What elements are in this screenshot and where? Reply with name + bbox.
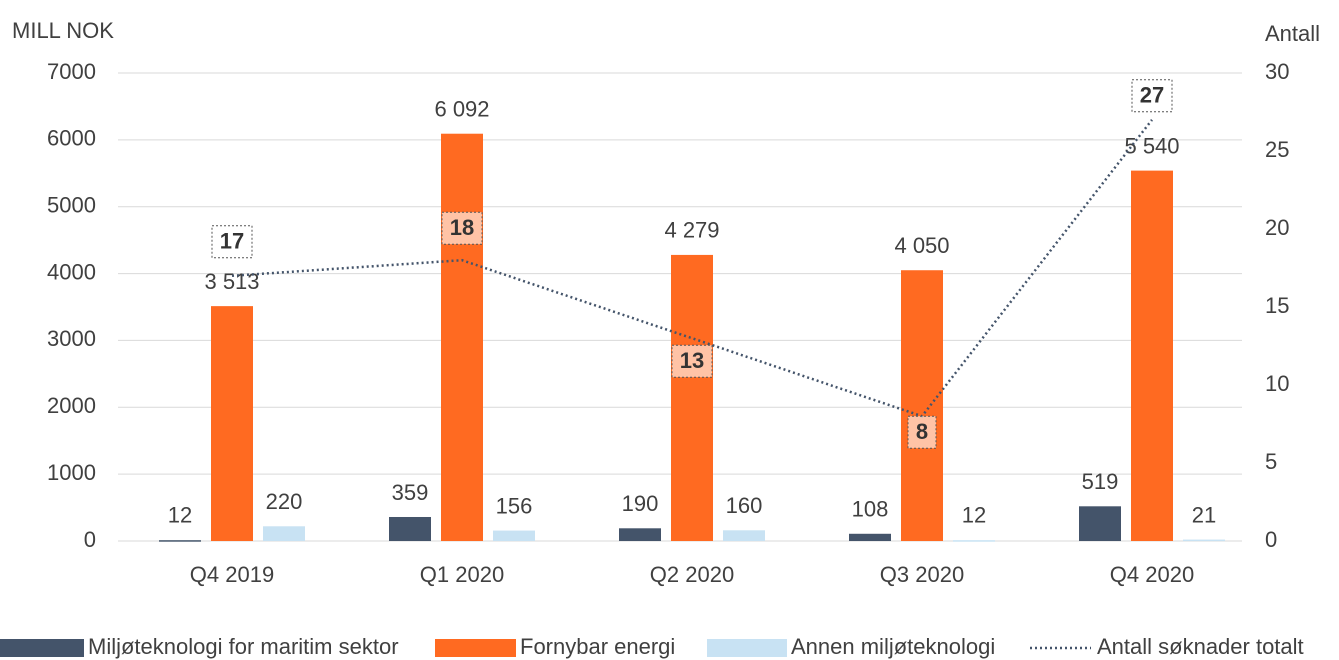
data-label: 3 513 [204, 269, 259, 294]
bar [849, 533, 891, 541]
label-box [1131, 79, 1173, 113]
bar [723, 530, 765, 541]
legend-label: Fornybar energi [520, 634, 675, 659]
data-label: 5 540 [1124, 133, 1179, 158]
bar [1079, 506, 1121, 541]
data-label: 156 [496, 493, 533, 518]
bar [953, 540, 995, 542]
bar [901, 270, 943, 541]
data-label: 12 [168, 502, 192, 527]
y-axis-label: MILL NOK [12, 18, 114, 43]
legend-label: Annen miljøteknologi [791, 634, 995, 659]
x-tick-label: Q4 2019 [190, 562, 274, 587]
y2-tick-label: 5 [1265, 449, 1277, 474]
bar [441, 133, 483, 541]
data-label: 519 [1082, 469, 1119, 494]
label-box [211, 225, 253, 259]
y2-tick-label: 0 [1265, 527, 1277, 552]
line-label: 18 [450, 215, 474, 240]
legend-swatch [435, 639, 516, 657]
data-label: 160 [726, 493, 763, 518]
y-tick-label: 2000 [47, 393, 96, 418]
line-label: 27 [1140, 83, 1164, 108]
bar [263, 526, 305, 541]
data-label: 190 [622, 491, 659, 516]
y2-tick-label: 30 [1265, 59, 1289, 84]
bar [211, 306, 253, 541]
legend-label: Miljøteknologi for maritim sektor [88, 634, 399, 659]
bar [1131, 170, 1173, 541]
x-tick-label: Q3 2020 [880, 562, 964, 587]
bar [1183, 539, 1225, 542]
y2-tick-label: 15 [1265, 293, 1289, 318]
y-tick-label: 1000 [47, 460, 96, 485]
bar [619, 528, 661, 541]
x-tick-label: Q4 2020 [1110, 562, 1194, 587]
data-label: 12 [962, 502, 986, 527]
bar [493, 530, 535, 541]
y2-axis-label: Antall [1265, 21, 1320, 46]
y-tick-label: 5000 [47, 193, 96, 218]
y2-tick-label: 20 [1265, 215, 1289, 240]
data-label: 220 [266, 489, 303, 514]
label-box [907, 415, 937, 449]
y-tick-label: 3000 [47, 326, 96, 351]
data-label: 108 [852, 497, 889, 522]
data-label: 21 [1192, 502, 1216, 527]
line-label: 13 [680, 348, 704, 373]
legend-swatch [0, 639, 84, 657]
bar [671, 254, 713, 542]
legend-label: Antall søknader totalt [1097, 634, 1304, 659]
label-box [441, 211, 483, 245]
line-label: 17 [220, 229, 244, 254]
data-label: 359 [392, 480, 429, 505]
bar [159, 540, 201, 542]
y2-tick-label: 25 [1265, 137, 1289, 162]
bar [389, 516, 431, 541]
x-tick-label: Q2 2020 [650, 562, 734, 587]
y2-tick-label: 10 [1265, 371, 1289, 396]
data-label: 4 279 [664, 218, 719, 243]
y-tick-label: 0 [84, 527, 96, 552]
label-box [671, 344, 713, 378]
data-label: 6 092 [434, 97, 489, 122]
line-label: 8 [916, 419, 928, 444]
data-label: 4 050 [894, 233, 949, 258]
y-tick-label: 6000 [47, 126, 96, 151]
legend-swatch [707, 639, 787, 657]
y-tick-label: 7000 [47, 59, 96, 84]
line [231, 119, 1153, 418]
y-tick-label: 4000 [47, 259, 96, 284]
x-tick-label: Q1 2020 [420, 562, 504, 587]
